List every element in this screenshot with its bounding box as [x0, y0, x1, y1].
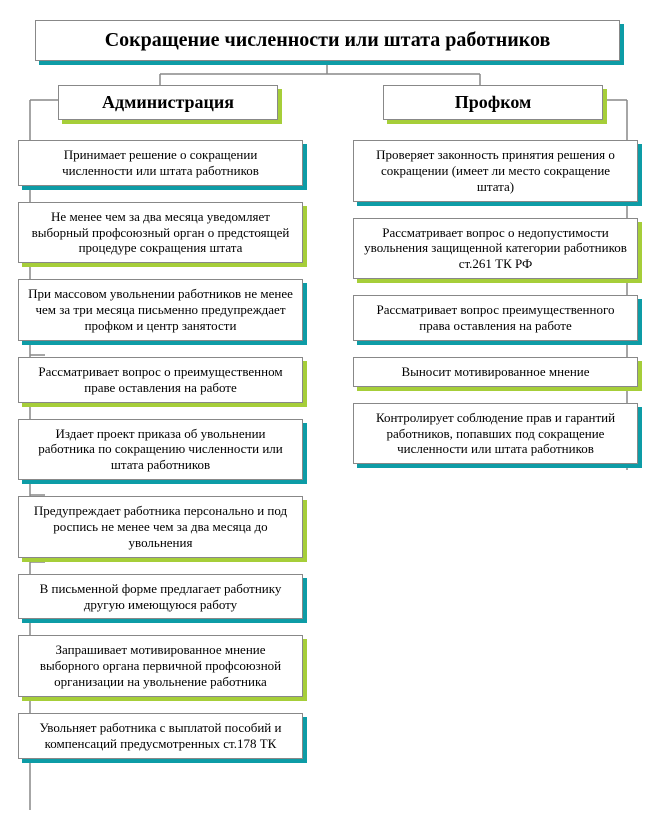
- right-step-box: Выносит мотивированное мнение: [353, 357, 638, 387]
- left-step-box: При массовом увольнении работников не ме…: [18, 279, 303, 341]
- left-step-text: Не менее чем за два месяца уведомляет вы…: [32, 209, 290, 256]
- header-profkom: Профком: [383, 85, 603, 120]
- left-step-box: Рассматривает вопрос о преимущественном …: [18, 357, 303, 403]
- right-step-box: Контролирует соблюдение прав и гарантий …: [353, 403, 638, 465]
- header-administration-label: Администрация: [102, 92, 234, 112]
- right-step-text: Контролирует соблюдение прав и гарантий …: [376, 410, 615, 457]
- right-step-box: Рассматривает вопрос преимущественного п…: [353, 295, 638, 341]
- header-administration: Администрация: [58, 85, 278, 120]
- left-step-box: Запрашивает мотивированное мнение выборн…: [18, 635, 303, 697]
- left-step-box: Не менее чем за два месяца уведомляет вы…: [18, 202, 303, 264]
- columns-container: Администрация Принимает решение о сокращ…: [18, 85, 637, 775]
- left-step-box: Увольняет работника с выплатой пособий и…: [18, 713, 303, 759]
- left-step-box: Принимает решение о сокращении численнос…: [18, 140, 303, 186]
- right-step-box: Рассматривает вопрос о недопустимости ув…: [353, 218, 638, 280]
- left-step-text: В письменной форме предлагает работнику …: [40, 581, 282, 612]
- column-profkom: Профком Проверяет законность принятия ре…: [353, 85, 638, 775]
- left-step-text: Рассматривает вопрос о преимущественном …: [38, 364, 282, 395]
- left-step-text: Издает проект приказа об увольнении рабо…: [38, 426, 283, 473]
- left-step-box: Издает проект приказа об увольнении рабо…: [18, 419, 303, 481]
- left-step-text: При массовом увольнении работников не ме…: [28, 286, 293, 333]
- right-steps-container: Проверяет законность принятия решения о …: [353, 140, 638, 480]
- right-step-text: Рассматривает вопрос о недопустимости ув…: [364, 225, 627, 272]
- title-box: Сокращение численности или штата работни…: [35, 20, 620, 61]
- left-step-box: В письменной форме предлагает работнику …: [18, 574, 303, 620]
- left-step-text: Запрашивает мотивированное мнение выборн…: [40, 642, 281, 689]
- left-steps-container: Принимает решение о сокращении численнос…: [18, 140, 303, 775]
- left-step-text: Принимает решение о сокращении численнос…: [62, 147, 259, 178]
- title-text: Сокращение численности или штата работни…: [105, 29, 551, 51]
- column-administration: Администрация Принимает решение о сокращ…: [18, 85, 303, 775]
- right-step-text: Рассматривает вопрос преимущественного п…: [377, 302, 615, 333]
- header-profkom-label: Профком: [455, 92, 532, 112]
- right-step-box: Проверяет законность принятия решения о …: [353, 140, 638, 202]
- right-step-text: Проверяет законность принятия решения о …: [376, 147, 615, 194]
- right-step-text: Выносит мотивированное мнение: [401, 364, 589, 379]
- left-step-text: Предупреждает работника персонально и по…: [34, 503, 287, 550]
- left-step-text: Увольняет работника с выплатой пособий и…: [40, 720, 282, 751]
- left-step-box: Предупреждает работника персонально и по…: [18, 496, 303, 558]
